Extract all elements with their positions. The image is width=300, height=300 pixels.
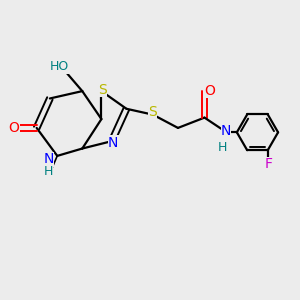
Text: S: S (148, 105, 157, 119)
Text: S: S (98, 82, 107, 97)
Text: F: F (264, 157, 272, 171)
Text: N: N (221, 124, 231, 138)
Text: N: N (108, 136, 119, 150)
Text: O: O (8, 121, 20, 135)
Text: H: H (44, 165, 53, 178)
Text: N: N (43, 152, 54, 167)
Text: H: H (218, 141, 227, 154)
Text: HO: HO (50, 61, 69, 74)
Text: O: O (204, 83, 215, 98)
